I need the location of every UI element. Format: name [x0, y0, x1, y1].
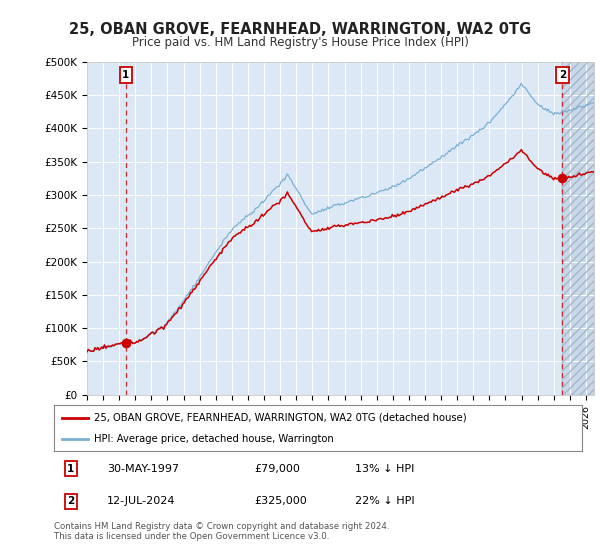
Text: 12-JUL-2024: 12-JUL-2024 [107, 496, 175, 506]
Text: 25, OBAN GROVE, FEARNHEAD, WARRINGTON, WA2 0TG: 25, OBAN GROVE, FEARNHEAD, WARRINGTON, W… [69, 22, 531, 38]
Bar [562, 62, 594, 395]
Bar [562, 62, 594, 395]
Text: 22% ↓ HPI: 22% ↓ HPI [355, 496, 415, 506]
Text: 2: 2 [559, 70, 566, 80]
Text: 1: 1 [122, 70, 130, 80]
Text: 2: 2 [67, 496, 74, 506]
Text: HPI: Average price, detached house, Warrington: HPI: Average price, detached house, Warr… [94, 435, 334, 444]
Text: 30-MAY-1997: 30-MAY-1997 [107, 464, 179, 474]
Text: Contains HM Land Registry data © Crown copyright and database right 2024.
This d: Contains HM Land Registry data © Crown c… [54, 522, 389, 542]
Text: 13% ↓ HPI: 13% ↓ HPI [355, 464, 415, 474]
Text: Price paid vs. HM Land Registry's House Price Index (HPI): Price paid vs. HM Land Registry's House … [131, 36, 469, 49]
Text: £79,000: £79,000 [254, 464, 301, 474]
Text: £325,000: £325,000 [254, 496, 307, 506]
Text: 1: 1 [67, 464, 74, 474]
Text: 25, OBAN GROVE, FEARNHEAD, WARRINGTON, WA2 0TG (detached house): 25, OBAN GROVE, FEARNHEAD, WARRINGTON, W… [94, 413, 466, 423]
